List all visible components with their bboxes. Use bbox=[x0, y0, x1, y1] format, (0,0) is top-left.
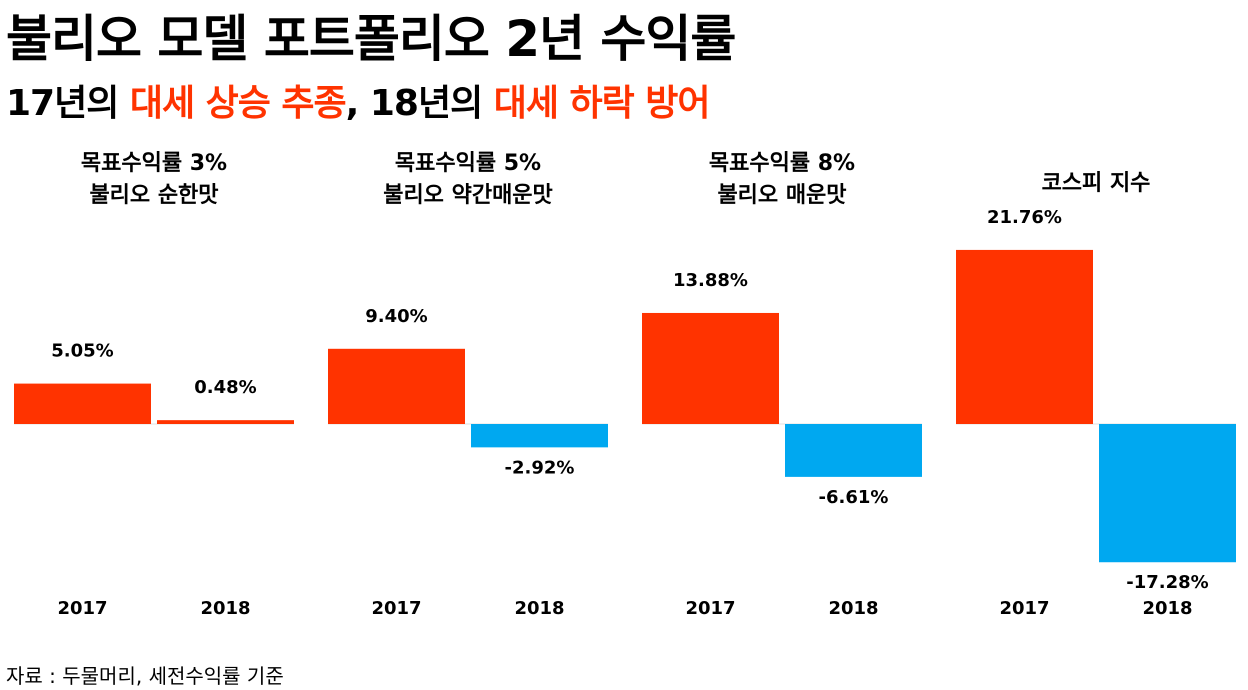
value-label: 5.05% bbox=[51, 341, 113, 362]
source-note: 자료 : 두물머리, 세전수익률 기준 bbox=[6, 664, 284, 688]
chart-panel-4: 코스피 지수 21.76% 2017 -17.28% 2018 bbox=[956, 171, 1236, 619]
value-label: 9.40% bbox=[365, 306, 427, 327]
panel-title-line: 코스피 지수 bbox=[1042, 171, 1151, 196]
subtitle-part-3: , 18년의 bbox=[345, 83, 494, 124]
x-tick-label: 2017 bbox=[999, 598, 1049, 619]
value-label: 13.88% bbox=[673, 270, 748, 291]
x-tick-label: 2018 bbox=[514, 598, 564, 619]
panel-title-line: 불리오 약간매운맛 bbox=[383, 183, 553, 208]
bar-2017 bbox=[642, 312, 779, 424]
chart-panel-2: 목표수익률 5% 불리오 약간매운맛 9.40% 2017 -2.92% 2018 bbox=[328, 151, 608, 619]
page-title: 불리오 모델 포트폴리오 2년 수익률 bbox=[6, 10, 736, 68]
bar-2018 bbox=[1099, 424, 1236, 563]
x-tick-label: 2017 bbox=[57, 598, 107, 619]
x-tick-label: 2018 bbox=[200, 598, 250, 619]
value-label: 0.48% bbox=[194, 377, 256, 398]
x-tick-label: 2017 bbox=[371, 598, 421, 619]
subtitle-highlight-2: 대세 하락 방어 bbox=[493, 83, 711, 124]
chart-panel-1: 목표수익률 3% 불리오 순한맛 5.05% 2017 0.48% 2018 bbox=[14, 151, 294, 619]
page-subtitle: 17년의 대세 상승 추종, 18년의 대세 하락 방어 bbox=[6, 78, 711, 130]
value-label: -6.61% bbox=[819, 487, 889, 508]
panel-title-line: 목표수익률 5% bbox=[395, 151, 541, 176]
subtitle-highlight-1: 대세 상승 추종 bbox=[129, 83, 347, 124]
bar-2017 bbox=[328, 348, 465, 424]
bar-2018 bbox=[471, 424, 608, 448]
value-label: -17.28% bbox=[1126, 572, 1208, 593]
chart-panel-3: 목표수익률 8% 불리오 매운맛 13.88% 2017 -6.61% 2018 bbox=[642, 151, 922, 619]
subtitle-part-1: 17년의 bbox=[6, 83, 130, 124]
panel-title-line: 목표수익률 3% bbox=[81, 151, 227, 176]
value-label: -2.92% bbox=[505, 457, 575, 478]
value-label: 21.76% bbox=[987, 207, 1062, 228]
bar-2018 bbox=[785, 424, 922, 477]
panel-title-line: 목표수익률 8% bbox=[709, 151, 855, 176]
x-tick-label: 2018 bbox=[1142, 598, 1192, 619]
bar-2017 bbox=[14, 383, 151, 424]
panel-title-line: 불리오 매운맛 bbox=[717, 183, 846, 208]
bar-2018 bbox=[157, 420, 294, 424]
panel-title-line: 불리오 순한맛 bbox=[89, 183, 218, 208]
x-tick-label: 2018 bbox=[828, 598, 878, 619]
bar-2017 bbox=[956, 249, 1093, 424]
x-tick-label: 2017 bbox=[685, 598, 735, 619]
